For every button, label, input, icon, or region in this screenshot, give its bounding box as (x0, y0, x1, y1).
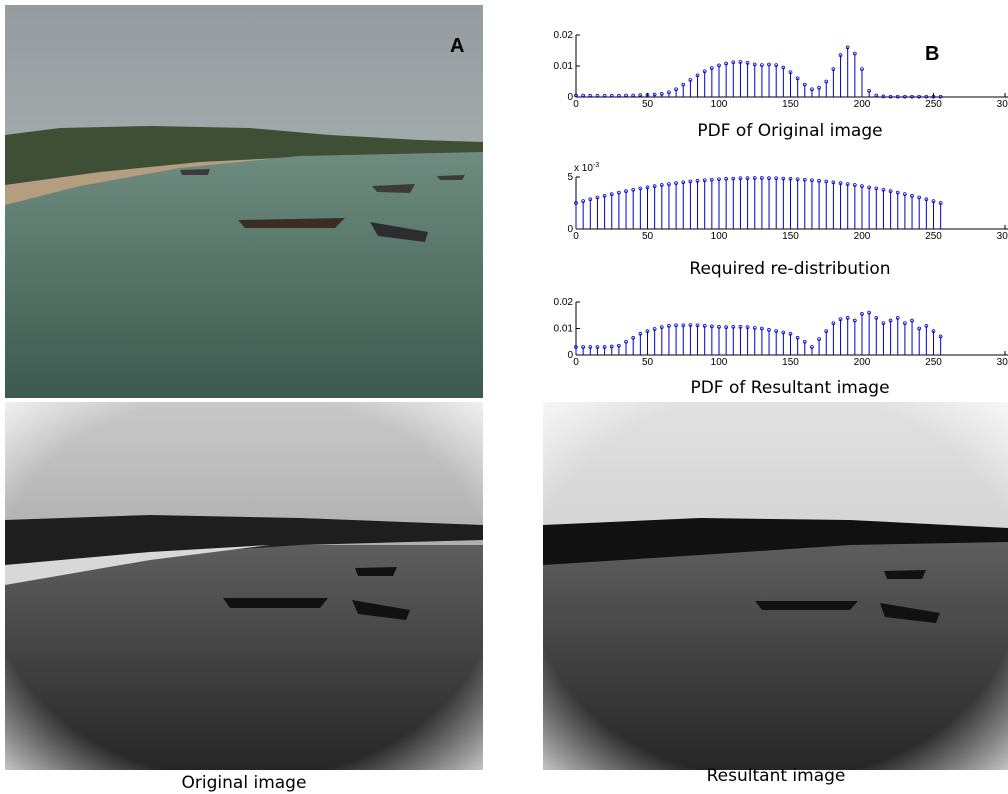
photo-original-gray (5, 402, 483, 770)
x-tick-label: 50 (642, 357, 654, 368)
x-tick-label: 200 (854, 99, 871, 110)
y-tick-label: 0.02 (554, 30, 574, 41)
caption: Resultant image (707, 766, 846, 786)
x-tick-label: 100 (711, 357, 728, 368)
axis-multiplier: x 10-3 (574, 162, 599, 174)
y-tick-label: 5 (567, 172, 573, 183)
x-tick-label: 250 (925, 99, 942, 110)
x-tick-label: 150 (782, 357, 799, 368)
y-tick-label: 0.01 (554, 61, 574, 72)
x-tick-label: 100 (711, 99, 728, 110)
x-tick-label: 50 (642, 99, 654, 110)
photo-color (5, 5, 483, 398)
photo-resultant-gray (543, 402, 1008, 770)
x-tick-label: 150 (782, 99, 799, 110)
x-tick-label: 50 (642, 231, 654, 242)
y-tick-label: 0.02 (554, 297, 574, 308)
multiplier-base: x 10 (574, 163, 593, 174)
multiplier-exponent: -3 (593, 162, 599, 169)
x-tick-label: 250 (925, 357, 942, 368)
x-tick-label: 300 (997, 357, 1008, 368)
panel-label: B (925, 43, 939, 65)
chart-title: Required re-distribution (689, 259, 890, 279)
caption: Original image (182, 773, 307, 793)
chart-title: PDF of Resultant image (690, 378, 889, 398)
x-tick-label: 100 (711, 231, 728, 242)
x-tick-label: 0 (573, 357, 579, 368)
x-tick-label: 300 (997, 231, 1008, 242)
x-tick-label: 150 (782, 231, 799, 242)
x-tick-label: 200 (854, 357, 871, 368)
chart-title: PDF of Original image (697, 121, 882, 141)
x-tick-label: 0 (573, 99, 579, 110)
x-tick-label: 200 (854, 231, 871, 242)
x-tick-label: 250 (925, 231, 942, 242)
y-tick-label: 0.01 (554, 324, 574, 335)
x-tick-label: 300 (997, 99, 1008, 110)
panel-label: A (450, 35, 464, 57)
x-tick-label: 0 (573, 231, 579, 242)
figure: A B Original image Resultant image 0 0.01… (0, 0, 1008, 794)
